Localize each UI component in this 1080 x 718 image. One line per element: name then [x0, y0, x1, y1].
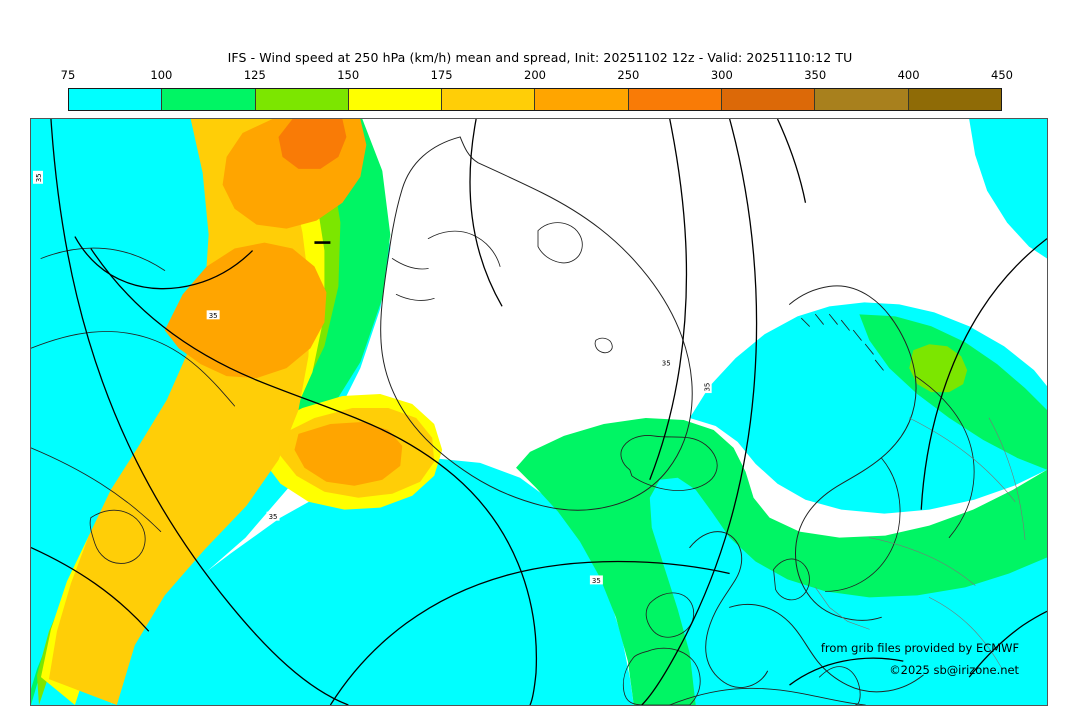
coastline-ireland: [645, 592, 695, 638]
band-200-250: [164, 242, 327, 379]
band-125-150-baltic: [909, 344, 968, 393]
spread-contour-6: [641, 119, 758, 705]
contour-label: 35: [701, 380, 712, 394]
credit-ecmwf: from grib files provided by ECMWF: [821, 641, 1019, 655]
contour-label-text-3: 35: [662, 360, 671, 368]
colorbar-tick-300: 300: [710, 68, 733, 82]
coastline-canada-north: [40, 247, 166, 271]
colorbar-segment-100-125: [162, 89, 256, 110]
spread-contour-10: [968, 610, 1047, 678]
coastline-svalbard: [537, 222, 583, 264]
contour-label: 35: [659, 358, 673, 368]
coastline-italy: [819, 666, 861, 705]
coastline-layer: [31, 136, 1026, 705]
contour-label-text-5: 35: [269, 513, 278, 521]
contour-label: 35: [32, 170, 43, 184]
colorbar-tick-labels: 75 100 125 150 175 200 250 300 350 400 450: [61, 68, 1013, 86]
colorbar-segment-150-175: [348, 89, 443, 110]
colorbar-tick-200: 200: [524, 68, 546, 82]
colorbar-segment-125-150: [255, 89, 349, 110]
coastline-greenland-fjords: [391, 258, 435, 301]
colorbar-tick-450: 450: [991, 68, 1013, 82]
colorbar-tick-175: 175: [430, 68, 453, 82]
colorbar-tick-75: 75: [60, 68, 76, 82]
map-canvas[interactable]: 35 35 35 35 35 35 from grib files provid…: [30, 118, 1048, 706]
contour-label-text-2: 35: [35, 173, 43, 182]
spread-contour-11: [789, 657, 904, 686]
spread-contour-8: [469, 119, 503, 307]
colorbar-segment-200-250: [535, 89, 629, 110]
spread-contour-5: [649, 119, 688, 481]
coastline-iceland: [620, 435, 718, 491]
coastline-norway-fjords: [801, 313, 884, 371]
page-title: IFS - Wind speed at 250 hPa (km/h) mean …: [227, 50, 853, 65]
band-250-300: [278, 119, 347, 169]
country-borders: [815, 417, 1026, 668]
colorbar-tick-150: 150: [337, 68, 360, 82]
colorbar-tick-350: 350: [804, 68, 827, 82]
contour-label-layer: 35 35 35 35 35 35: [32, 170, 712, 585]
colorbar-tick-250: 250: [617, 68, 640, 82]
colorbar-segment-175-200: [442, 89, 536, 110]
coastline-newfoundland: [89, 509, 146, 564]
contour-label-text-1: 35: [209, 312, 218, 320]
spread-contour-layer: [31, 119, 1047, 705]
filled-contour-layer: [31, 119, 1047, 705]
coastline-europe-west: [729, 603, 924, 693]
spread-contour-4: [329, 560, 730, 705]
contour-label: 35: [589, 575, 603, 585]
spread-contour-1: [50, 119, 349, 705]
coastline-iberia: [622, 647, 701, 705]
contour-label: 35: [206, 310, 220, 320]
contour-label-text-6: 35: [592, 577, 601, 585]
colorbar: 75 100 125 150 175 200 250 300 350 400 450: [61, 68, 1013, 111]
band-100-125-russia: [859, 314, 1047, 470]
colorbar-tick-125: 125: [243, 68, 266, 82]
coastline-denmark: [773, 558, 810, 601]
credit-copyright: ©2025 sb@irizone.net: [889, 663, 1019, 677]
colorbar-segment-250-300: [628, 89, 723, 110]
band-200-250-core2: [294, 421, 403, 486]
coastline-jan-mayen: [594, 337, 613, 354]
coastline-canada: [31, 331, 236, 407]
band-75-100-topright: [969, 119, 1047, 259]
coastline-africa: [669, 687, 866, 705]
spread-contour-2: [74, 236, 254, 290]
coastline-greenland-inner: [427, 230, 501, 267]
colorbar-tick-400: 400: [897, 68, 920, 82]
colorbar-tick-100: 100: [150, 68, 173, 82]
coastline-britain: [689, 531, 769, 689]
colorbar-segment-75-100: [69, 89, 163, 110]
colorbar-segment-350-400: [815, 89, 909, 110]
coastline-greenland: [380, 136, 693, 511]
coastline-finland: [914, 375, 975, 538]
coastline-baltic: [825, 457, 901, 592]
spread-contour-9: [776, 119, 807, 203]
coastline-labrador: [31, 447, 162, 533]
spread-contour-7: [920, 238, 1047, 510]
band-75-100-south: [110, 457, 634, 705]
colorbar-segment-400-450: [908, 89, 1001, 110]
spread-contour-12: [31, 546, 150, 632]
contour-label: 35: [266, 511, 280, 521]
spread-contour-3: [90, 248, 538, 705]
contour-label-text-4: 35: [704, 383, 712, 392]
colorbar-segment-300-350: [722, 89, 816, 110]
